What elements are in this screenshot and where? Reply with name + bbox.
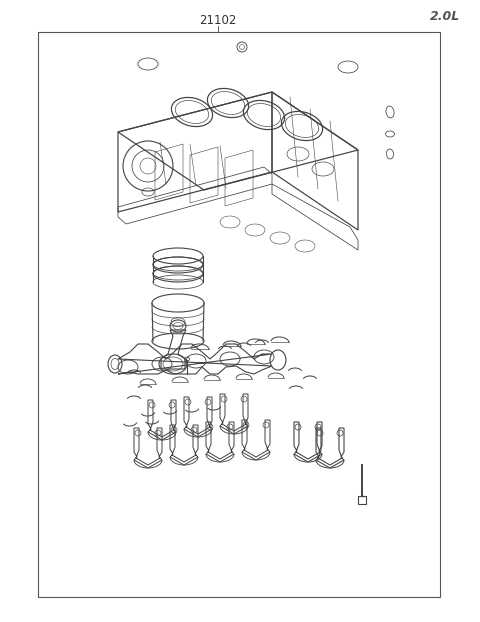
Text: 2.0L: 2.0L [430, 9, 460, 22]
Bar [38, 32, 440, 597]
FancyBboxPatch shape [358, 496, 366, 504]
Text: 21102: 21102 [199, 14, 237, 27]
